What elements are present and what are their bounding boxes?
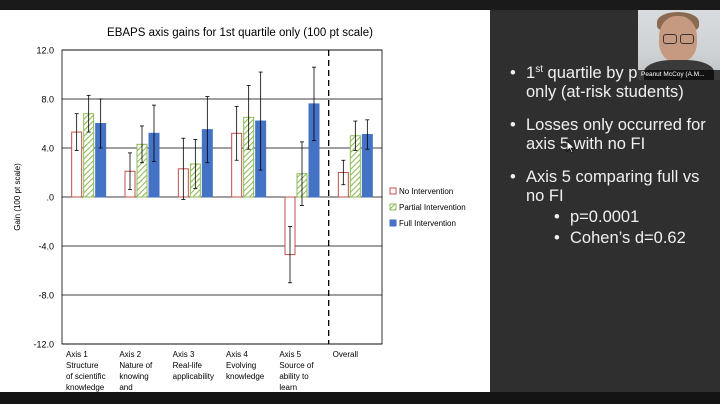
y-tick-label: 4.0	[41, 144, 54, 154]
legend-swatch	[389, 203, 397, 211]
chart-panel: EBAPS axis gains for 1st quartile only (…	[0, 10, 490, 392]
legend-swatch	[389, 187, 397, 195]
y-tick-label: 12.0	[36, 46, 54, 56]
webcam-glasses-left	[663, 34, 677, 44]
x-category-label: knowledge	[226, 372, 265, 381]
top-bar	[0, 0, 720, 10]
bullet-dot: •	[510, 64, 516, 82]
x-category-label: ability to	[279, 372, 309, 381]
webcam-video[interactable]: Peanut McCoy (A.M...	[638, 10, 720, 80]
y-axis-label: Gain (100 pt scale)	[13, 163, 22, 231]
x-category-label: applicability	[173, 372, 214, 381]
x-category-label: Nature of	[119, 361, 153, 370]
mouse-cursor-icon	[566, 140, 576, 154]
sub-bullet-1: • p=0.0001	[526, 208, 716, 227]
bullet-2-text: Losses only occurred for axis 5 with no …	[526, 116, 706, 153]
y-tick-label: 8.0	[41, 95, 54, 105]
x-category-label: Evolving	[226, 361, 256, 370]
bottom-bar	[0, 392, 720, 404]
x-category-label: Axis 3	[173, 350, 195, 359]
webcam-face	[659, 16, 697, 62]
y-tick-label: .0	[46, 193, 54, 203]
x-category-label: knowledge	[66, 383, 105, 392]
bullet-1-pre: 1	[526, 64, 536, 82]
bullet-3: • Axis 5 comparing full vs no FI • p=0.0…	[504, 168, 716, 248]
x-category-label: Structure	[66, 361, 99, 370]
bullet-dot: •	[510, 116, 516, 134]
legend-label: Full Intervention	[399, 219, 456, 228]
x-category-label: Axis 1	[66, 350, 88, 359]
chart-title: EBAPS axis gains for 1st quartile only (…	[107, 27, 373, 39]
webcam-name-label: Peanut McCoy (A.M...	[638, 70, 720, 80]
bullet-3-text: Axis 5 comparing full vs no FI	[526, 168, 700, 205]
plot-area-frame	[61, 49, 383, 345]
x-category-label: Axis 5	[279, 350, 301, 359]
bullet-1-sup: st	[535, 64, 543, 75]
bullet-2: • Losses only occurred for axis 5 with n…	[504, 116, 716, 154]
sub-bullet-2: • Cohen’s d=0.62	[526, 229, 716, 248]
legend-swatch	[389, 219, 397, 227]
sub-bullet-dot: •	[554, 229, 560, 247]
x-category-label: Axis 2	[119, 350, 141, 359]
webcam-glasses-right	[680, 34, 694, 44]
x-category-label: Overall	[333, 350, 359, 359]
x-category-label: Axis 4	[226, 350, 248, 359]
x-category-label: knowing	[119, 372, 148, 381]
x-category-label: Source of	[279, 361, 314, 370]
sub-bullet-1-text: p=0.0001	[570, 208, 640, 226]
y-tick-label: -4.0	[38, 242, 54, 252]
slide-panel: • 1st quartile by pre score only (at-ris…	[490, 10, 720, 392]
y-tick-label: -12.0	[33, 340, 54, 350]
y-tick-label: -8.0	[38, 291, 54, 301]
legend-label: Partial Intervention	[399, 203, 466, 212]
x-category-label: of scientific	[66, 372, 106, 381]
bullet-dot: •	[510, 168, 516, 186]
x-category-label: learn	[279, 383, 297, 392]
sub-bullet-2-text: Cohen’s d=0.62	[570, 229, 686, 247]
chart: EBAPS axis gains for 1st quartile only (…	[13, 27, 466, 392]
bullet-list: • 1st quartile by pre score only (at-ris…	[504, 64, 716, 262]
x-category-label: and	[119, 383, 132, 392]
x-category-label: Real-life	[173, 361, 203, 370]
legend-label: No Intervention	[399, 187, 453, 196]
sub-bullet-dot: •	[554, 208, 560, 226]
